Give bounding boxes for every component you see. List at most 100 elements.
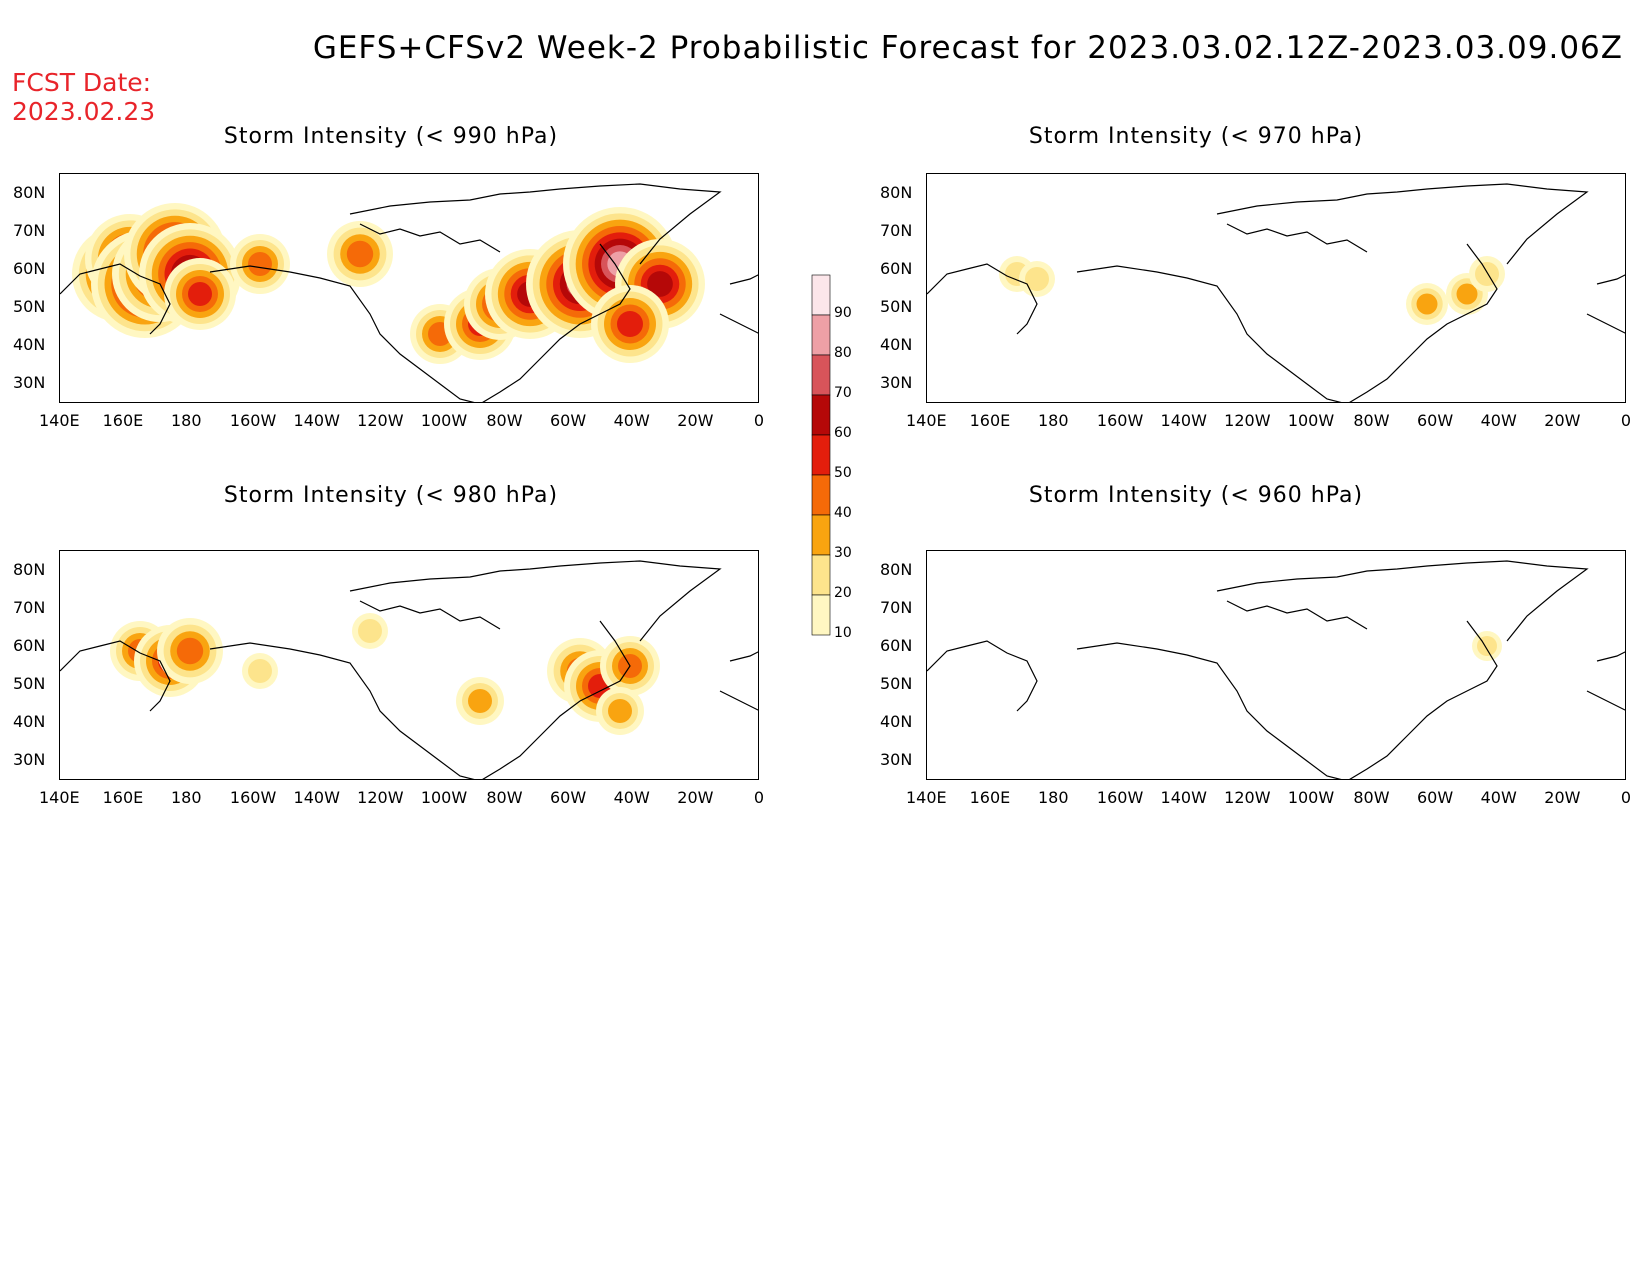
- x-tick-label: 180: [170, 411, 202, 430]
- y-tick-label: 50N: [880, 297, 913, 316]
- y-tick-label: 70N: [880, 221, 913, 240]
- x-tick-label: 100W: [1287, 411, 1335, 430]
- colorbar-label: 90: [834, 305, 852, 321]
- x-tick-label: 100W: [420, 788, 468, 807]
- colorbar-segment: [811, 434, 831, 476]
- probability-cell: [358, 619, 382, 643]
- x-tick-label: 160W: [1096, 788, 1144, 807]
- colorbar-segment: [811, 274, 831, 316]
- colorbar-segment: [811, 594, 831, 636]
- probability-cell: [608, 699, 632, 723]
- x-tick-label: 60W: [549, 788, 587, 807]
- x-tick-label: 160E: [102, 788, 144, 807]
- x-tick-label: 120W: [1224, 411, 1271, 430]
- colorbar-segment: [811, 474, 831, 516]
- probability-cell: [617, 311, 643, 337]
- x-tick-label: 140W: [1160, 788, 1207, 807]
- x-tick-label: 160W: [1096, 411, 1144, 430]
- probability-cell: [1416, 293, 1438, 315]
- colorbar-label: 20: [834, 585, 852, 601]
- x-tick-label: 40W: [1480, 788, 1517, 807]
- x-tick-label: 60W: [1416, 411, 1454, 430]
- y-tick-label: 70N: [880, 598, 913, 617]
- x-tick-label: 0: [1620, 411, 1632, 430]
- map-canvas: [927, 183, 1625, 402]
- x-tick-label: 60W: [1416, 788, 1454, 807]
- y-tick-label: 80N: [13, 183, 46, 202]
- fcst-date-label: FCST Date:: [12, 68, 152, 97]
- x-tick-label: 140E: [906, 411, 947, 430]
- colorbar-segment: [811, 314, 831, 356]
- y-tick-label: 60N: [13, 259, 46, 278]
- probability-cell: [468, 689, 492, 713]
- panel-title-960: Storm Intensity (< 960 hPa): [1028, 483, 1364, 508]
- map-panel-980: [59, 550, 759, 780]
- x-tick-label: 160W: [229, 411, 277, 430]
- colorbar-label: 30: [834, 545, 852, 561]
- y-tick-label: 30N: [13, 373, 46, 392]
- y-tick-label: 60N: [880, 259, 913, 278]
- x-tick-label: 40W: [613, 411, 650, 430]
- coastline: [927, 560, 1625, 779]
- probability-cell: [248, 659, 272, 683]
- x-tick-label: 120W: [357, 411, 404, 430]
- x-tick-label: 0: [753, 788, 765, 807]
- probability-cell: [1025, 267, 1049, 291]
- x-tick-label: 140E: [39, 411, 80, 430]
- x-tick-label: 140W: [1160, 411, 1207, 430]
- colorbar-label: 80: [834, 345, 852, 361]
- x-tick-label: 180: [1037, 411, 1069, 430]
- map-canvas: [927, 560, 1625, 779]
- x-tick-label: 160E: [102, 411, 144, 430]
- y-tick-label: 80N: [880, 183, 913, 202]
- x-tick-label: 120W: [357, 788, 404, 807]
- fcst-date-value: 2023.02.23: [12, 97, 156, 126]
- x-tick-label: 0: [1620, 788, 1632, 807]
- x-tick-label: 100W: [420, 411, 468, 430]
- x-tick-label: 20W: [1544, 411, 1581, 430]
- map-panel-960: [926, 550, 1626, 780]
- colorbar-label: 10: [834, 625, 852, 641]
- y-tick-label: 70N: [13, 221, 46, 240]
- probability-cell: [176, 637, 204, 665]
- map-canvas: [60, 560, 758, 779]
- panel-title-970: Storm Intensity (< 970 hPa): [1028, 124, 1364, 149]
- x-tick-label: 20W: [677, 788, 714, 807]
- probability-cell: [188, 282, 212, 306]
- y-tick-label: 80N: [13, 560, 46, 579]
- colorbar-label: 70: [834, 385, 852, 401]
- y-tick-label: 50N: [13, 297, 46, 316]
- colorbar-segment: [811, 394, 831, 436]
- y-tick-label: 70N: [13, 598, 46, 617]
- x-tick-label: 80W: [1353, 788, 1390, 807]
- coastline: [60, 560, 758, 779]
- x-tick-label: 140W: [293, 411, 340, 430]
- x-tick-label: 20W: [677, 411, 714, 430]
- x-tick-label: 160E: [969, 411, 1011, 430]
- colorbar-label: 60: [834, 425, 852, 441]
- x-tick-label: 180: [170, 788, 202, 807]
- colorbar-segment: [811, 354, 831, 396]
- probability-cell: [1456, 283, 1478, 305]
- x-tick-label: 20W: [1544, 788, 1581, 807]
- x-tick-label: 80W: [1353, 411, 1390, 430]
- colorbar-segment: [811, 514, 831, 556]
- map-panel-970: [926, 173, 1626, 403]
- x-tick-label: 80W: [486, 411, 523, 430]
- x-tick-label: 160W: [229, 788, 277, 807]
- y-tick-label: 50N: [880, 674, 913, 693]
- x-tick-label: 180: [1037, 788, 1069, 807]
- y-tick-label: 50N: [13, 674, 46, 693]
- y-tick-label: 40N: [880, 712, 913, 731]
- map-panel-990: [59, 173, 759, 403]
- probability-cell: [647, 271, 673, 297]
- x-tick-label: 140E: [39, 788, 80, 807]
- x-tick-label: 40W: [1480, 411, 1517, 430]
- y-tick-label: 30N: [880, 750, 913, 769]
- page-title: GEFS+CFSv2 Week-2 Probabilistic Forecast…: [312, 30, 1623, 66]
- x-tick-label: 140E: [906, 788, 947, 807]
- y-tick-label: 40N: [13, 712, 46, 731]
- x-tick-label: 120W: [1224, 788, 1271, 807]
- y-tick-label: 60N: [880, 636, 913, 655]
- x-tick-label: 0: [753, 411, 765, 430]
